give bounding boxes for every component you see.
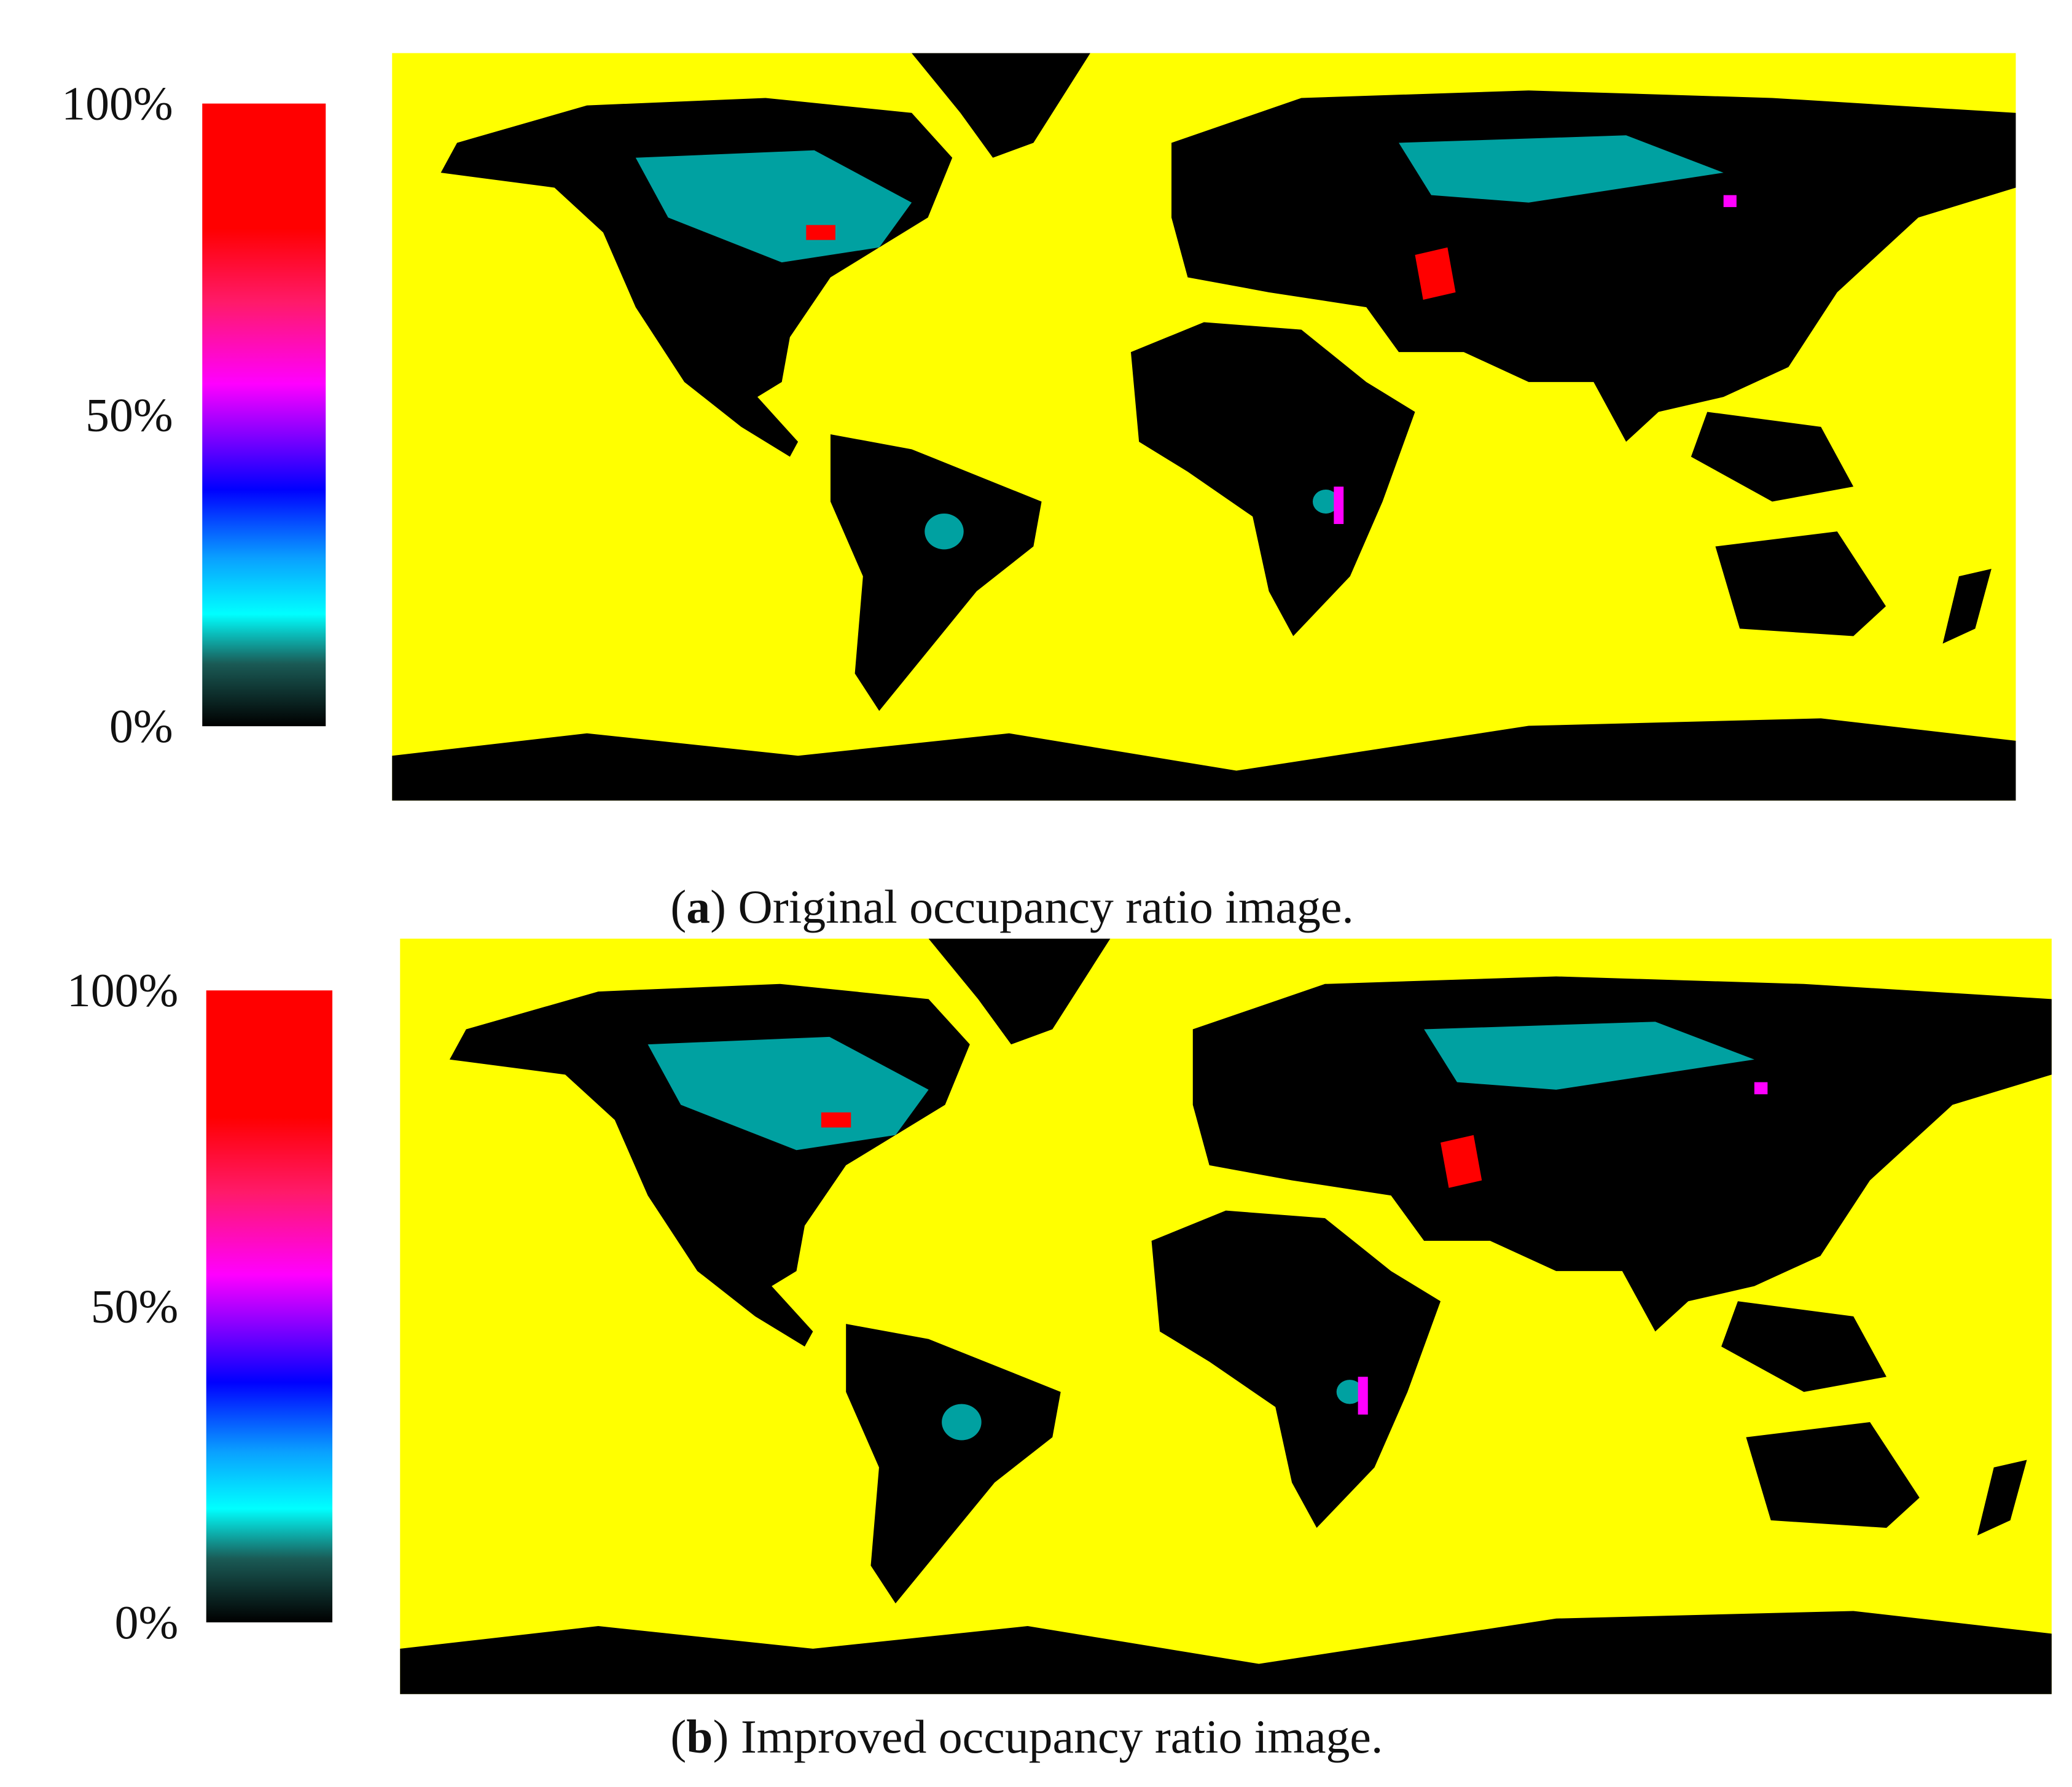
caption: (b) Improved occupancy ratio image. [670,1710,1383,1763]
colorbar-tick-label: 0% [109,700,173,753]
map-a [392,53,2016,801]
caption-part: ) Improved occupancy ratio image. [713,1710,1383,1763]
caption: (a) Original occupancy ratio image. [670,880,1354,933]
caption-part: ( [670,880,686,933]
colorbar [202,103,326,727]
map-b [400,938,2052,1694]
colorbar-tick-label: 50% [85,388,173,441]
colorbar [206,990,333,1623]
caption-part: a [686,880,710,933]
colorbar-tick-label: 50% [91,1280,179,1333]
caption-part: ( [670,1710,686,1763]
caption-part: ) Original occupancy ratio image. [710,880,1354,933]
colorbar-tick-label: 100% [61,77,173,130]
colorbar-tick-label: 100% [67,964,179,1017]
colorbar-tick-label: 0% [115,1596,179,1649]
caption-part: b [686,1710,713,1763]
